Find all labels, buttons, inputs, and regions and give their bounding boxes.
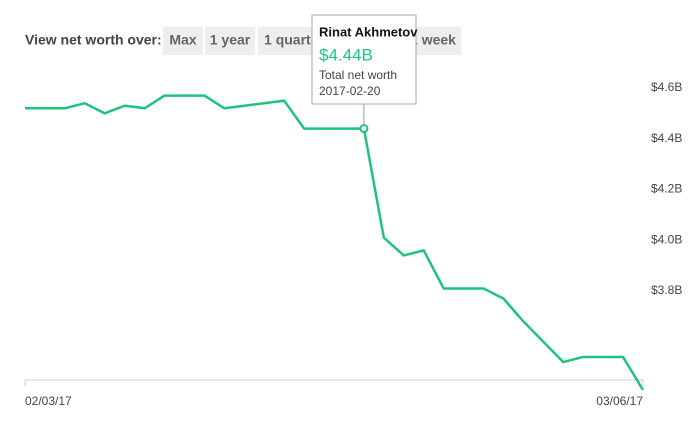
tooltip-subtitle: Total net worth [319,68,397,82]
net-worth-line [25,94,645,391]
hover-point [359,124,369,134]
x-tick-label: 03/06/17 [596,394,643,408]
tooltip: Rinat Akhmetov $4.44B Total net worth 2017-… [311,14,418,105]
y-tick-label: $4.2B [651,182,682,196]
y-tick-label: $4.4B [651,131,682,145]
tooltip-value: $4.44B [319,45,373,64]
button-bg [205,27,255,55]
button-label: 1 year [210,32,251,48]
controls-label: View net worth over: [25,32,162,48]
range-button[interactable]: Max [163,27,203,55]
button-label: 1 week [410,32,456,48]
tooltip-title: Rinat Akhmetov [319,24,418,39]
y-tick-label: $3.8B [651,283,682,297]
y-tick-label: $4.6B [651,80,682,94]
button-bg [163,27,203,55]
range-button[interactable]: 1 year [205,27,255,55]
tooltip-box [311,14,417,105]
y-tick-label: $4.0B [651,232,682,246]
tooltip-date: 2017-02-20 [319,84,381,98]
x-tick-label: 02/03/17 [25,394,72,408]
button-label: Max [169,32,196,48]
button-label: 1 quarter [264,32,324,48]
